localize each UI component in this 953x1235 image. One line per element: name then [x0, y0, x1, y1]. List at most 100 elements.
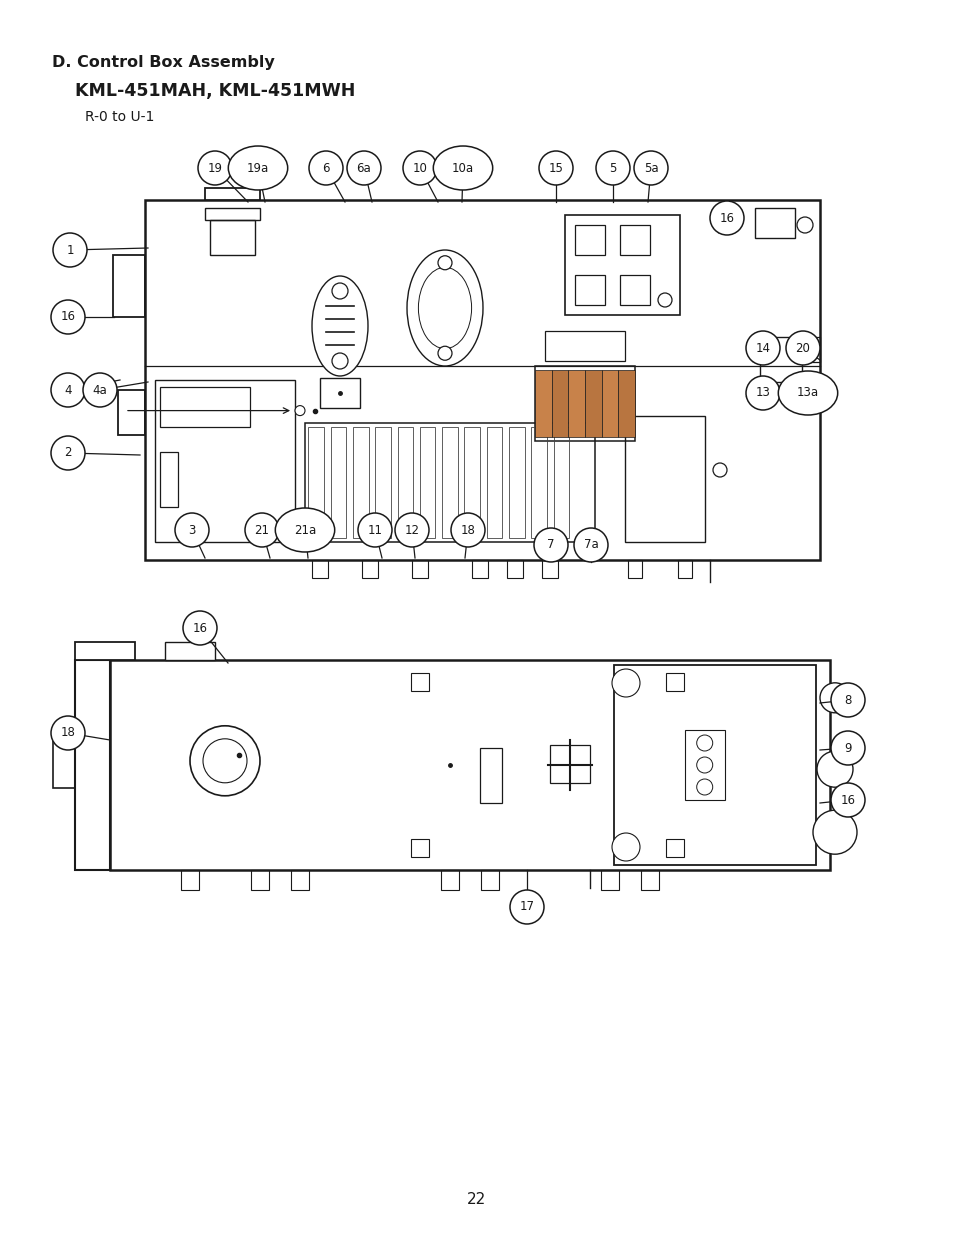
Bar [312, 559, 328, 578]
Text: 10: 10 [412, 162, 427, 174]
Bar [544, 331, 624, 361]
Ellipse shape [596, 151, 629, 185]
Bar [205, 207, 260, 220]
Bar [53, 730, 75, 788]
Ellipse shape [745, 331, 780, 366]
Bar [353, 427, 368, 538]
Ellipse shape [634, 151, 667, 185]
Circle shape [190, 726, 260, 795]
Text: 6: 6 [322, 162, 330, 174]
Text: 19a: 19a [247, 162, 269, 174]
Text: D. Control Box Assembly: D. Control Box Assembly [52, 56, 274, 70]
Bar [535, 369, 551, 437]
Text: 22: 22 [467, 1193, 486, 1208]
Ellipse shape [275, 508, 335, 552]
Ellipse shape [51, 373, 85, 408]
Circle shape [294, 405, 305, 416]
Ellipse shape [53, 233, 87, 267]
Bar [419, 427, 435, 538]
Bar [440, 869, 458, 890]
Bar [551, 369, 568, 437]
Text: 17: 17 [519, 900, 534, 914]
Bar [509, 427, 524, 538]
Ellipse shape [395, 513, 429, 547]
Bar [486, 427, 502, 538]
Bar [305, 424, 595, 542]
Bar [165, 642, 214, 659]
Bar [665, 673, 683, 692]
Text: 10a: 10a [452, 162, 474, 174]
Circle shape [712, 463, 726, 477]
Bar [145, 200, 820, 559]
Ellipse shape [312, 275, 368, 375]
Bar [411, 673, 429, 692]
Bar [75, 642, 135, 659]
Text: 18: 18 [60, 726, 75, 740]
Circle shape [696, 757, 712, 773]
Ellipse shape [83, 373, 117, 408]
Ellipse shape [402, 151, 436, 185]
Ellipse shape [830, 731, 864, 764]
Bar [160, 388, 250, 427]
Bar [412, 559, 428, 578]
Bar [614, 664, 815, 864]
Text: 16: 16 [719, 211, 734, 225]
Bar [210, 220, 254, 254]
Bar [154, 380, 294, 542]
Bar [411, 839, 429, 857]
Ellipse shape [778, 370, 837, 415]
Text: 8: 8 [843, 694, 851, 706]
Bar [75, 659, 110, 869]
Circle shape [437, 346, 452, 361]
Text: 21a: 21a [294, 524, 315, 536]
Bar [618, 369, 635, 437]
Text: 5a: 5a [643, 162, 658, 174]
Ellipse shape [198, 151, 232, 185]
Bar [361, 559, 377, 578]
Text: 1: 1 [66, 243, 73, 257]
Text: 14: 14 [755, 342, 770, 354]
Ellipse shape [228, 146, 288, 190]
Bar [480, 869, 498, 890]
Circle shape [796, 217, 812, 233]
Ellipse shape [51, 716, 85, 750]
Ellipse shape [574, 529, 607, 562]
Ellipse shape [309, 151, 343, 185]
Circle shape [612, 832, 639, 861]
Text: 4a: 4a [92, 384, 108, 396]
Text: 19: 19 [208, 162, 222, 174]
Text: 4: 4 [64, 384, 71, 396]
Bar [600, 869, 618, 890]
Bar [564, 215, 679, 315]
Bar [619, 275, 649, 305]
Text: R-0 to U-1: R-0 to U-1 [85, 110, 154, 124]
Ellipse shape [538, 151, 573, 185]
Ellipse shape [433, 146, 492, 190]
Text: 21: 21 [254, 524, 269, 536]
Ellipse shape [347, 151, 380, 185]
Bar [575, 275, 604, 305]
Text: 13: 13 [755, 387, 770, 399]
Ellipse shape [418, 268, 471, 348]
Bar [531, 427, 546, 538]
Bar [568, 369, 584, 437]
Bar [181, 869, 199, 890]
Bar [575, 225, 604, 254]
Text: 13a: 13a [796, 387, 819, 399]
Circle shape [203, 739, 247, 783]
Circle shape [812, 810, 856, 855]
Ellipse shape [245, 513, 278, 547]
Bar [754, 207, 794, 238]
Bar [760, 337, 801, 382]
Bar [331, 427, 346, 538]
Circle shape [658, 293, 671, 308]
Bar [535, 366, 635, 441]
Bar [160, 452, 178, 508]
Text: 16: 16 [840, 794, 855, 806]
Bar [479, 748, 501, 803]
Ellipse shape [785, 331, 820, 366]
Text: 20: 20 [795, 342, 810, 354]
Text: 5: 5 [609, 162, 616, 174]
Bar [112, 254, 145, 317]
Bar [375, 427, 391, 538]
